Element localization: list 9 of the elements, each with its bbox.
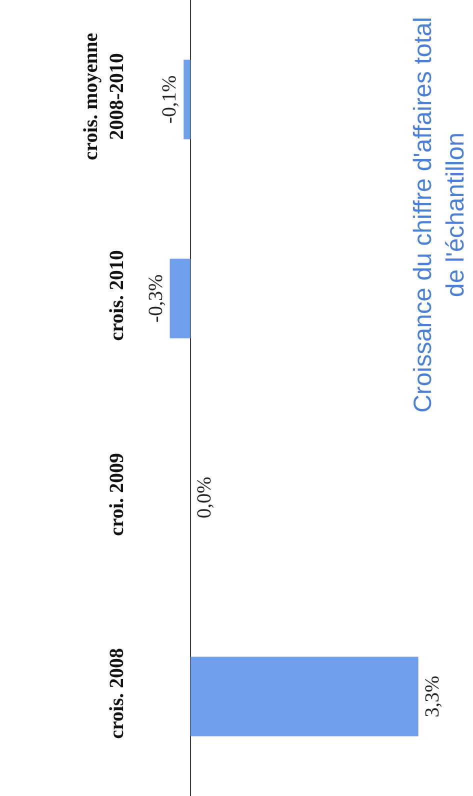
- data-label: 3,3%: [421, 676, 444, 718]
- data-label: -0,1%: [158, 75, 181, 124]
- text: Croissance du chiffre d'affaires total de l'échantillon: [408, 16, 470, 413]
- data-label: 0,0%: [194, 476, 216, 518]
- data-label: -0,3%: [144, 274, 167, 323]
- y-tick-label: croi. 2009: [106, 453, 128, 536]
- y-tick-label: crois. moyenne 2008-2010: [80, 32, 128, 160]
- y-tick-label: crois. 2010: [106, 250, 128, 341]
- y-tick-label: crois. 2008: [106, 648, 128, 739]
